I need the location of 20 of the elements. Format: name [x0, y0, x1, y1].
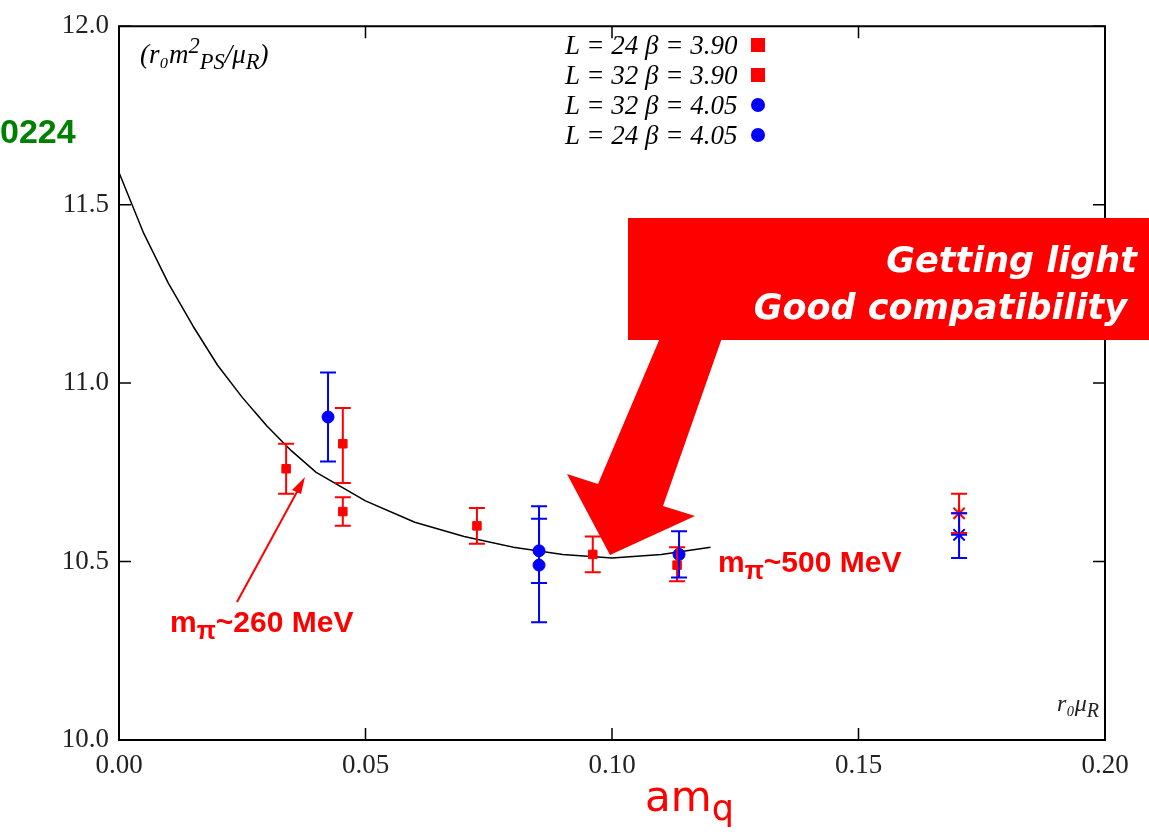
- x-tick-label: 0.05: [341, 749, 390, 780]
- annotation: r₀μ$_{R}$: [1057, 690, 1099, 722]
- annotation: Getting light: [886, 240, 1137, 280]
- y-tick-label: 10.5: [61, 544, 109, 575]
- legend-label: L = 24 β = 4.05: [565, 120, 738, 150]
- x-tick-label: 0.10: [588, 749, 636, 780]
- y-axis-title: (r₀m$^{2}$$_{PS}$/μ$_{R}$): [140, 33, 269, 76]
- x-tick-label: 0.15: [834, 749, 883, 780]
- text: 0224: [0, 112, 76, 151]
- y-tick-label: 12.0: [61, 9, 109, 40]
- legend-label: L = 32 β = 4.05: [565, 90, 738, 120]
- annotation: m$_{π}$~260 MeV: [170, 605, 354, 645]
- legend-label: L = 32 β = 3.90: [565, 60, 738, 90]
- x-axis-title: am$_{q}$: [645, 772, 734, 829]
- y-tick-label: 11.0: [62, 366, 109, 397]
- y-tick-label: 11.5: [62, 187, 109, 218]
- x-tick-label: 0.20: [1081, 749, 1129, 780]
- annotation: m$_{π}$~500 MeV: [718, 545, 902, 585]
- legend-label: L = 24 β = 3.90: [565, 30, 738, 60]
- annotation: Good compatibility: [753, 287, 1127, 327]
